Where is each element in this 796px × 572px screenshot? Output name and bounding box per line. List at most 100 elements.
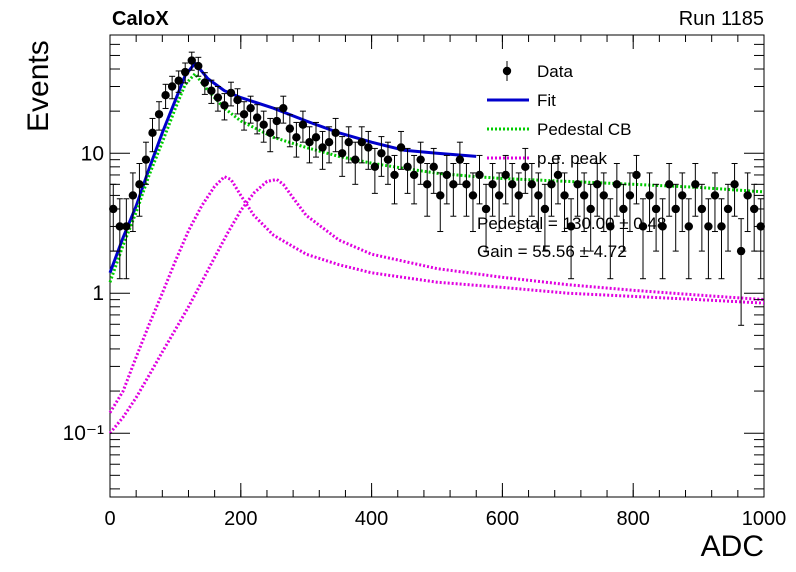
data-point — [226, 88, 236, 98]
series-fit-1 — [108, 60, 477, 274]
data-point — [181, 67, 190, 77]
data-point — [449, 180, 458, 189]
data-point — [508, 180, 517, 189]
data-point — [239, 110, 249, 119]
experiment-label: CaloX — [112, 8, 169, 30]
legend-label: Fit — [537, 91, 556, 110]
data-point — [619, 204, 628, 214]
data-point — [422, 180, 432, 189]
data-point — [481, 204, 491, 214]
data-point — [220, 101, 229, 110]
data-point — [141, 155, 151, 164]
fit-curves — [108, 60, 765, 435]
data-point — [586, 204, 595, 214]
y-tick-label: 10⁻¹ — [63, 422, 104, 445]
legend-label: Pedestal CB — [537, 120, 632, 139]
data-point — [246, 103, 255, 113]
data-point — [194, 61, 203, 71]
data-point — [318, 143, 327, 152]
legend-label: Data — [537, 62, 573, 81]
data-point — [266, 128, 275, 138]
series-p-e-peak-3 — [108, 174, 765, 414]
data-point — [324, 137, 334, 147]
x-tick-label: 0 — [104, 508, 115, 530]
data-point — [233, 95, 242, 105]
data-point — [651, 204, 661, 214]
data-point — [475, 170, 484, 180]
legend: Data Fit Pedestal CB p.e. peak — [487, 61, 632, 168]
data-point — [579, 191, 589, 200]
x-tick-label: 600 — [486, 508, 519, 530]
data-point — [331, 128, 340, 138]
data-point — [625, 191, 635, 200]
data-point — [285, 124, 295, 133]
data-point — [521, 162, 530, 172]
data-point — [553, 170, 563, 180]
data-point — [717, 222, 726, 231]
series-pedestal-cb-2 — [108, 71, 765, 283]
data-point — [429, 162, 438, 172]
data-point — [351, 155, 360, 164]
series-p-e-peak-4 — [108, 177, 765, 435]
fit-pedestal-text: Pedestal = 130.00 ± 0.48 — [477, 214, 666, 233]
data-point — [684, 222, 693, 231]
data-point — [279, 103, 288, 113]
x-tick-label: 800 — [617, 508, 650, 530]
x-tick-label: 1000 — [742, 508, 787, 530]
data-point — [344, 137, 353, 147]
data-point — [704, 222, 713, 231]
data-point — [298, 120, 308, 129]
data-point — [383, 155, 393, 164]
data-point — [396, 143, 406, 152]
x-tick-label: 400 — [355, 508, 388, 530]
data-point — [671, 204, 680, 214]
data-point — [377, 149, 386, 158]
data-point — [547, 180, 556, 189]
data-point — [638, 222, 648, 231]
y-tick-label: 1 — [92, 282, 104, 305]
data-point — [514, 191, 523, 200]
run-label: Run 1185 — [678, 8, 764, 30]
data-point — [488, 180, 497, 189]
data-point — [174, 76, 183, 85]
data-point — [436, 191, 445, 200]
data-point — [311, 133, 321, 142]
data-point — [272, 116, 281, 126]
data-point — [416, 155, 425, 164]
x-axis-label: ADC — [700, 530, 764, 563]
data-point — [305, 137, 314, 147]
data-point — [560, 191, 569, 200]
data-point — [370, 162, 380, 172]
data-point — [527, 180, 537, 189]
data-points — [109, 51, 765, 326]
data-point — [593, 180, 602, 189]
x-tick-label: 200 — [224, 508, 257, 530]
data-point — [540, 204, 550, 214]
data-point — [337, 149, 347, 158]
data-point — [566, 222, 576, 231]
data-point — [645, 191, 654, 200]
data-point — [357, 137, 366, 147]
legend-label: p.e. peak — [537, 149, 607, 168]
data-point — [743, 191, 752, 200]
data-point — [534, 191, 543, 200]
data-point — [632, 170, 641, 180]
data-point — [187, 56, 196, 65]
data-point — [612, 180, 622, 189]
data-point — [207, 86, 216, 95]
data-point — [200, 78, 210, 87]
data-point — [468, 191, 478, 200]
data-point — [573, 180, 582, 189]
data-point — [664, 180, 674, 189]
legend-data-marker — [502, 66, 512, 76]
data-point — [252, 113, 262, 122]
fit-gain-text: Gain = 55.56 ± 4.72 — [477, 242, 627, 261]
data-point — [691, 180, 700, 189]
x-axis-ticks: 0 200 400 600 800 1000 — [104, 35, 786, 530]
frame — [109, 34, 765, 498]
data-point — [122, 222, 131, 231]
data-point — [462, 180, 471, 189]
data-point — [442, 170, 452, 180]
data-point — [678, 191, 687, 200]
data-point — [259, 120, 268, 129]
